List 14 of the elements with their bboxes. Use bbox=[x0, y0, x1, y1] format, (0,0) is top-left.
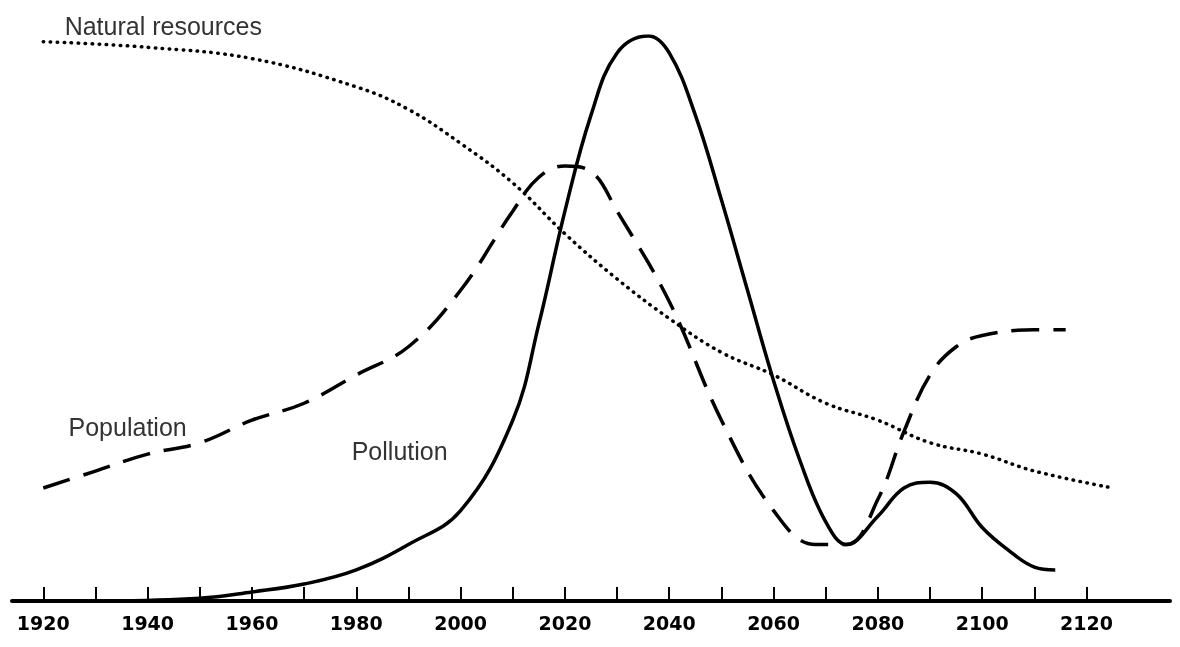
series-label: Pollution bbox=[351, 436, 448, 465]
x-tick-label: 2080 bbox=[851, 611, 905, 634]
x-tick-label: 2000 bbox=[434, 611, 488, 634]
x-tick-label: 2100 bbox=[955, 611, 1009, 634]
x-tick-label: 1920 bbox=[16, 611, 70, 634]
x-tick-label: 2120 bbox=[1060, 611, 1113, 634]
x-tick-label: 2040 bbox=[642, 611, 696, 634]
x-tick-label: 1980 bbox=[329, 611, 383, 634]
series-label: Population bbox=[68, 412, 187, 441]
x-tick-label: 2060 bbox=[747, 611, 801, 634]
x-tick-label: 1940 bbox=[121, 611, 175, 634]
x-tick-label: 2020 bbox=[538, 611, 592, 634]
x-tick-label: 1960 bbox=[225, 611, 279, 634]
series-label: Natural resources bbox=[64, 12, 262, 41]
